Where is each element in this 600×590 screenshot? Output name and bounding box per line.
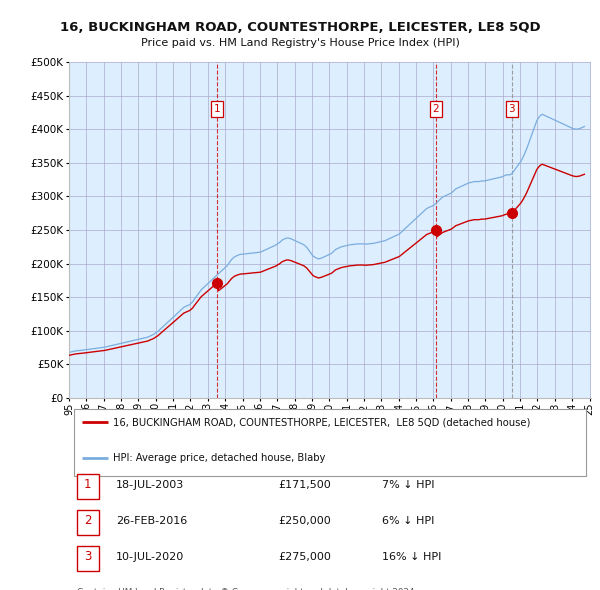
Text: £250,000: £250,000: [278, 516, 331, 526]
Text: 3: 3: [84, 550, 91, 563]
Text: 10-JUL-2020: 10-JUL-2020: [116, 552, 184, 562]
Text: £275,000: £275,000: [278, 552, 331, 562]
Text: 2: 2: [433, 104, 439, 114]
Text: 6% ↓ HPI: 6% ↓ HPI: [382, 516, 434, 526]
Text: 2: 2: [84, 514, 92, 527]
Text: 7% ↓ HPI: 7% ↓ HPI: [382, 480, 434, 490]
FancyBboxPatch shape: [74, 409, 586, 476]
Text: 26-FEB-2016: 26-FEB-2016: [116, 516, 187, 526]
Text: 18-JUL-2003: 18-JUL-2003: [116, 480, 184, 490]
Text: 16, BUCKINGHAM ROAD, COUNTESTHORPE, LEICESTER,  LE8 5QD (detached house): 16, BUCKINGHAM ROAD, COUNTESTHORPE, LEIC…: [113, 417, 531, 427]
Text: 16% ↓ HPI: 16% ↓ HPI: [382, 552, 442, 562]
FancyBboxPatch shape: [77, 474, 99, 499]
Text: 16, BUCKINGHAM ROAD, COUNTESTHORPE, LEICESTER, LE8 5QD: 16, BUCKINGHAM ROAD, COUNTESTHORPE, LEIC…: [59, 21, 541, 34]
Text: 1: 1: [84, 478, 92, 491]
Text: HPI: Average price, detached house, Blaby: HPI: Average price, detached house, Blab…: [113, 453, 326, 463]
FancyBboxPatch shape: [77, 510, 99, 535]
FancyBboxPatch shape: [77, 546, 99, 572]
Text: £171,500: £171,500: [278, 480, 331, 490]
Text: Price paid vs. HM Land Registry's House Price Index (HPI): Price paid vs. HM Land Registry's House …: [140, 38, 460, 48]
Text: Contains HM Land Registry data © Crown copyright and database right 2024.
This d: Contains HM Land Registry data © Crown c…: [77, 588, 417, 590]
Text: 1: 1: [214, 104, 221, 114]
Text: 3: 3: [509, 104, 515, 114]
